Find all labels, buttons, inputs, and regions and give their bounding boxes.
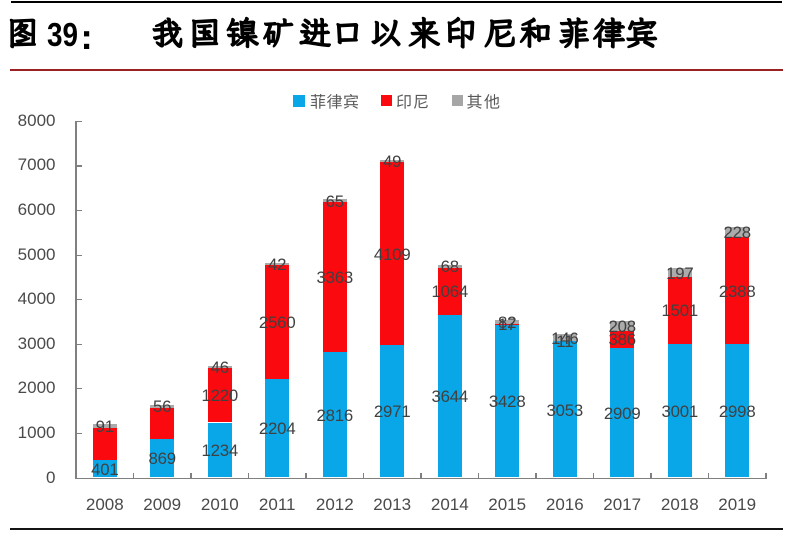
svg-text:39: 39 (47, 16, 78, 53)
